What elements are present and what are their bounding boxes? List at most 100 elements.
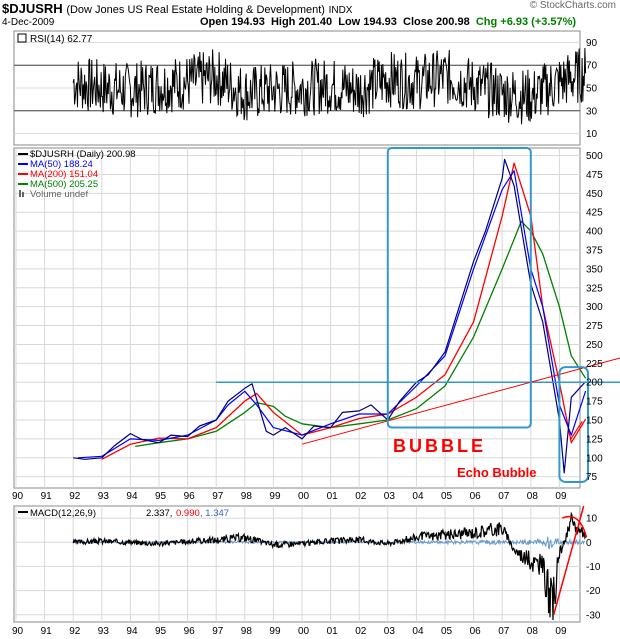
macd-x-tick-label: 00 (298, 626, 310, 637)
price-tick-label: 200 (586, 378, 603, 389)
macd-x-tick-label: 06 (470, 626, 482, 637)
macd-x-tick-label: 98 (241, 626, 253, 637)
echo-bubble-annotation: Echo Bubble (457, 465, 536, 480)
macd-x-tick-label: 96 (184, 626, 196, 637)
open-value: Open 194.93 (200, 16, 265, 28)
echo-bubble-highlight-box (558, 366, 590, 483)
macd-panel-frame (13, 505, 581, 623)
macd-x-tick-label: 90 (12, 626, 24, 637)
macd-x-tick-label: 04 (412, 626, 424, 637)
price-tick-label: 325 (586, 283, 603, 294)
price-x-tick-label: 91 (41, 491, 53, 502)
macd-x-tick-label: 02 (355, 626, 367, 637)
price-tick-label: 300 (586, 302, 603, 313)
macd-x-tick-label: 94 (126, 626, 138, 637)
bubble-annotation: BUBBLE (393, 436, 486, 456)
volume-legend-swatch (22, 192, 24, 197)
price-x-tick-label: 96 (184, 491, 196, 502)
macd-tick-label: 10 (586, 514, 598, 525)
price-legend-label: MA(50) 188.24 (30, 159, 93, 170)
price-tick-label: 350 (586, 264, 603, 275)
rsi-tick-label: 50 (586, 84, 598, 95)
price-x-tick-label: 04 (412, 491, 424, 502)
close-value: Close 200.98 (403, 16, 470, 28)
price-tick-label: 225 (586, 359, 603, 370)
price-line (73, 158, 587, 474)
ma500-line (135, 220, 587, 448)
price-tick-label: 100 (586, 453, 603, 464)
rsi-tick-label: 70 (586, 61, 598, 72)
rsi-tick-label: 10 (586, 129, 598, 140)
price-tick-label: 500 (586, 151, 603, 162)
macd-x-tick-label: 97 (212, 626, 224, 637)
echo-trend-line (570, 421, 583, 440)
price-x-tick-label: 01 (327, 491, 339, 502)
price-x-tick-label: 97 (212, 491, 224, 502)
rsi-panel: 90 70 50 30 10 RSI(14) 62.77 (13, 30, 598, 146)
index-full-name: (Dow Jones US Real Estate Holding & Deve… (66, 4, 325, 16)
price-x-tick-label: 99 (269, 491, 281, 502)
price-legend-label: MA(500) 205.25 (30, 179, 98, 190)
rsi-legend-label: RSI(14) 62.77 (30, 34, 93, 45)
macd-tick-label: -30 (586, 610, 601, 621)
price-tick-label: 375 (586, 246, 603, 257)
price-x-tick-label: 00 (298, 491, 310, 502)
rsi-tick-label: 30 (586, 106, 598, 117)
macd-panel: 10 0 -10 -20 -30 MACD(12,26,9) 2.337, 0.990, … (12, 505, 601, 637)
macd-x-tick-label: 91 (41, 626, 53, 637)
price-x-tick-label: 95 (155, 491, 167, 502)
price-x-tick-label: 08 (527, 491, 539, 502)
price-tick-label: 175 (586, 397, 603, 408)
price-tick-label: 250 (586, 340, 603, 351)
macd-x-tick-label: 99 (269, 626, 281, 637)
support-trend-line (301, 357, 620, 445)
macd-signal-value: 0.990 (176, 508, 200, 519)
macd-x-tick-label: 95 (155, 626, 167, 637)
macd-x-tick-label: 92 (69, 626, 81, 637)
price-x-tick-label: 06 (470, 491, 482, 502)
ticker-symbol: $DJUSRH (2, 1, 63, 16)
change-value: Chg +6.93 (+3.57%) (475, 16, 577, 28)
stockcharts-logo: © StockCharts.com (529, 0, 616, 11)
price-x-tick-label: 02 (355, 491, 367, 502)
chart-date: 4-Dec-2009 (2, 17, 55, 28)
price-x-tick-label: 92 (69, 491, 81, 502)
price-tick-label: 450 (586, 189, 603, 200)
bubble-highlight-box (386, 147, 532, 429)
price-x-tick-label: 03 (384, 491, 396, 502)
rsi-line (72, 47, 587, 125)
macd-x-tick-label: 09 (555, 626, 567, 637)
price-tick-label: 75 (586, 472, 598, 483)
ma200-line (101, 162, 587, 460)
chart-title: $DJUSRH (Dow Jones US Real Estate Holdin… (2, 1, 352, 16)
macd-tick-label: -10 (586, 562, 601, 573)
macd-line (72, 511, 587, 621)
macd-histogram-value: , 1.347 (200, 508, 229, 519)
price-x-tick-label: 90 (12, 491, 24, 502)
macd-x-tick-label: 93 (98, 626, 110, 637)
price-x-tick-label: 94 (126, 491, 138, 502)
price-tick-label: 425 (586, 208, 603, 219)
high-value: High 201.40 (270, 16, 333, 28)
price-x-tick-label: 98 (241, 491, 253, 502)
macd-x-tick-label: 07 (498, 626, 510, 637)
price-panel: BUBBLE Echo Bubble 500 475 450 425 400 375 350 32… (12, 147, 620, 502)
macd-x-tick-label: 05 (441, 626, 453, 637)
price-tick-label: 275 (586, 321, 603, 332)
price-tick-label: 150 (586, 416, 603, 427)
price-legend-label: MA(200) 151.04 (30, 169, 98, 180)
price-tick-label: 125 (586, 434, 603, 445)
macd-legend-value: 2.337, (146, 508, 172, 519)
ohlc-summary: Open 194.93 High 201.40 Low 194.93 Close… (200, 16, 576, 28)
exchange-label: INDX (328, 5, 353, 16)
macd-tick-label: -20 (586, 586, 601, 597)
macd-x-tick-label: 01 (327, 626, 339, 637)
price-x-tick-label: 93 (98, 491, 110, 502)
rsi-tick-label: 90 (586, 38, 598, 49)
price-x-tick-label: 05 (441, 491, 453, 502)
price-tick-label: 475 (586, 170, 603, 181)
macd-trend-line (552, 505, 585, 615)
macd-tick-label: 0 (586, 538, 592, 549)
macd-legend-label: MACD(12,26,9) (30, 508, 96, 519)
